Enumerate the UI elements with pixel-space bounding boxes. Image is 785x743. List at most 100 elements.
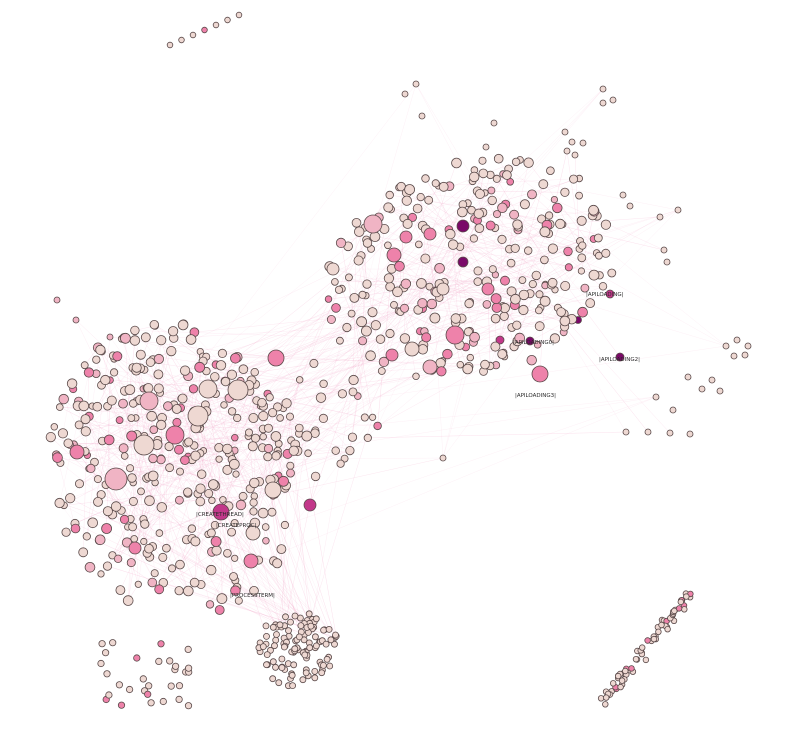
graph-node [288,671,296,679]
edge [415,83,627,433]
graph-node [656,213,664,221]
graph-node [100,374,111,386]
edge [254,340,363,373]
edge [63,505,276,625]
edge [97,347,279,444]
graph-node [74,420,84,430]
graph-node [217,348,227,358]
graph-node [559,315,571,327]
graph-node [165,463,175,473]
graph-node [304,449,312,458]
graph-node [509,209,519,220]
edge [425,226,519,259]
graph-node [166,657,174,665]
graph-node [335,237,347,248]
edge [389,268,440,334]
edge [206,339,381,372]
graph-node [250,492,258,500]
graph-node [172,417,182,427]
graph-node [227,407,237,416]
graph-node [226,369,237,380]
graph-node [147,699,155,707]
graph-node [233,413,242,423]
graph-node [178,36,185,44]
graph-node [535,306,543,315]
graph-node [102,506,113,517]
edge [207,388,279,455]
edge [459,246,510,250]
graph-node [377,367,386,375]
graph-node [550,196,559,204]
graph-node [153,353,164,365]
edge [406,190,593,216]
graph-node [418,112,426,120]
edge [365,295,505,357]
edge [270,479,330,630]
graph-node [208,496,216,505]
graph-node [628,665,635,672]
graph-node [208,479,219,490]
graph-node [349,292,360,303]
graph-node [326,262,340,276]
graph-node [78,400,90,412]
graph-node [347,432,358,442]
edge [225,384,256,506]
graph-node [399,333,411,344]
graph-node [399,230,413,244]
graph-node [500,275,510,286]
edge [349,285,546,451]
graph-node [214,443,224,453]
graph-node [386,247,402,263]
graph-node [593,233,603,243]
graph-node [445,228,456,240]
edge [314,83,417,434]
graph-node [493,153,504,164]
graph-node [97,659,105,668]
edge [167,405,278,452]
edge [496,178,545,260]
graph-node [54,497,65,509]
edge [429,233,444,459]
graph-node [278,655,286,663]
graph-node [439,454,447,462]
edge [84,365,285,488]
graph-node [258,410,269,422]
edge [390,209,553,249]
graph-node [175,559,185,570]
graph-node [492,210,501,219]
edge [105,379,189,592]
graph-node [58,393,69,405]
edge [524,204,606,254]
graph-node [457,256,469,268]
edge [136,367,206,405]
edge [267,396,657,457]
graph-node [282,613,289,621]
edge [248,436,315,623]
graph-node [603,694,610,701]
edge [231,307,337,375]
graph-node [499,311,509,321]
graph-node [487,186,496,195]
edge [83,372,90,553]
graph-node [257,398,267,408]
graph-node [417,298,428,309]
edge [131,388,149,563]
edge [166,361,204,549]
graph-node [423,227,437,241]
graph-node [129,335,141,346]
graph-node [276,414,284,422]
graph-node [291,612,299,620]
graph-node [175,682,184,690]
edge [404,204,464,309]
graph-node [156,419,167,430]
graph-node [187,524,197,533]
graph-node [50,423,58,431]
edge [159,550,217,590]
graph-node [607,268,617,278]
graph-node [322,640,330,648]
edge [136,361,384,402]
graph-node [153,369,164,380]
graph-node [139,675,147,683]
graph-node [126,685,134,694]
graph-node [331,278,339,286]
